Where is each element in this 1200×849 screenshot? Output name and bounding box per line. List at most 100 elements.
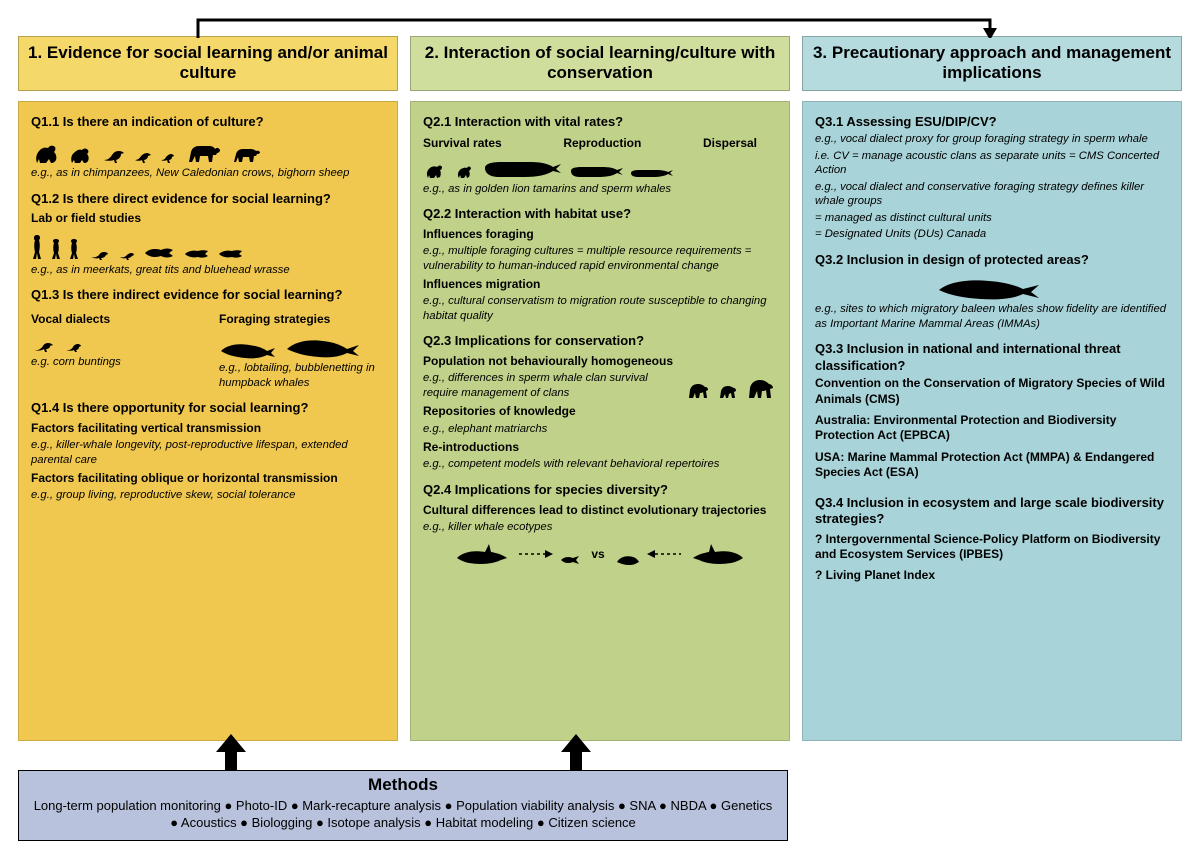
q33-title: Q3.3 Inclusion in national and internati… [815, 341, 1169, 374]
q21-s3: Dispersal [703, 136, 757, 151]
sperm-whale-icon [569, 164, 623, 180]
q23-sub1: Population not behaviourally homogeneous [423, 354, 777, 369]
vs-label: vs [591, 547, 604, 562]
sperm-whale-icon [483, 158, 563, 180]
sperm-whale-icon [629, 167, 673, 180]
col3-body: Q3.1 Assessing ESU/DIP/CV? e.g., vocal d… [802, 101, 1182, 741]
wrasse-icon [217, 247, 245, 261]
q23-sub3: Re-introductions [423, 440, 777, 455]
elephant-icon [745, 374, 777, 400]
q34-l2: ? Living Planet Index [815, 568, 1169, 583]
methods-title: Methods [31, 775, 775, 795]
elephant-icon [685, 378, 711, 400]
crow-icon [133, 144, 153, 164]
wrasse-icon [183, 247, 211, 261]
q22-sub1: Influences foraging [423, 227, 777, 242]
q24-ecotypes: vs [423, 542, 777, 566]
q21-silhouettes [423, 158, 777, 180]
meerkat-icon [31, 233, 45, 261]
dash-arrow-left-icon [647, 549, 683, 559]
col1-body: Q1.1 Is there an indication of culture? … [18, 101, 398, 741]
dash-arrow-right-icon [517, 549, 553, 559]
q33-l2: Australia: Environmental Protection and … [815, 413, 1169, 444]
q22-title: Q2.2 Interaction with habitat use? [423, 206, 777, 223]
chimp-icon [31, 138, 61, 164]
meerkat-icon [69, 237, 81, 261]
col1-header: 1. Evidence for social learning and/or a… [18, 36, 398, 91]
q21-s2: Reproduction [563, 136, 641, 151]
q13-right-sub: Foraging strategies [219, 312, 385, 327]
methods-arrows [18, 734, 788, 770]
q32-eg: e.g., sites to which migratory baleen wh… [815, 302, 1169, 331]
q23-sub2: Repositories of knowledge [423, 404, 777, 419]
q21-sub-row: Survival rates Reproduction Dispersal [423, 132, 777, 151]
methods-box: Methods Long-term population monitoring … [18, 770, 788, 841]
q23-title: Q2.3 Implications for conservation? [423, 333, 777, 350]
q31-l1: e.g., vocal dialect proxy for group fora… [815, 132, 1169, 146]
methods-section: Methods Long-term population monitoring … [18, 734, 788, 841]
column-1: 1. Evidence for social learning and/or a… [18, 36, 398, 741]
q33-l1: Convention on the Conservation of Migrat… [815, 376, 1169, 407]
q14-title: Q1.4 Is there opportunity for social lea… [31, 400, 385, 417]
humpback-whale-icon [219, 337, 279, 359]
great-tit-icon [87, 241, 111, 261]
q14-sub2: Factors facilitating oblique or horizont… [31, 471, 385, 486]
bunting-icon [31, 333, 57, 353]
q11-title: Q1.1 Is there an indication of culture? [31, 114, 385, 131]
q31-l4: = managed as distinct cultural units [815, 211, 1169, 225]
q13-right-silhouettes [219, 333, 385, 359]
q13-row: Vocal dialects e.g. corn buntings Foragi… [31, 308, 385, 390]
q31-l2: i.e. CV = manage acoustic clans as separ… [815, 149, 1169, 178]
q23-eg3: e.g., competent models with relevant beh… [423, 457, 777, 471]
chimp-icon [67, 140, 95, 164]
columns-container: 1. Evidence for social learning and/or a… [0, 0, 1200, 741]
q13-right-example: e.g., lobtailing, bubblenetting in humpb… [219, 361, 385, 390]
q32-title: Q3.2 Inclusion in design of protected ar… [815, 252, 1169, 269]
bighorn-sheep-icon [229, 140, 263, 164]
q21-title: Q2.1 Interaction with vital rates? [423, 114, 777, 131]
bighorn-sheep-icon [183, 136, 223, 164]
q13-left-silhouettes [31, 333, 197, 353]
up-arrow-icon [212, 734, 250, 770]
crow-icon [101, 140, 127, 164]
up-arrow-icon [557, 734, 595, 770]
q21-example: e.g., as in golden lion tamarins and spe… [423, 182, 777, 196]
q11-silhouettes [31, 136, 385, 164]
q33-l3: USA: Marine Mammal Protection Act (MMPA)… [815, 450, 1169, 481]
q34-l1: ? Intergovernmental Science-Policy Platf… [815, 532, 1169, 563]
q21-s1: Survival rates [423, 136, 502, 151]
column-3: 3. Precautionary approach and management… [802, 36, 1182, 741]
orca-icon [689, 542, 745, 566]
q12-sub: Lab or field studies [31, 211, 385, 226]
bunting-icon [63, 335, 85, 353]
tamarin-icon [455, 160, 477, 180]
q12-silhouettes [31, 233, 385, 261]
tamarin-icon [423, 158, 449, 180]
q24-sub: Cultural differences lead to distinct ev… [423, 503, 777, 518]
q14-eg1: e.g., killer-whale longevity, post-repro… [31, 438, 385, 467]
orca-icon [455, 542, 511, 566]
q32-silhouette [815, 274, 1169, 300]
seal-icon [615, 552, 641, 566]
elephant-icon [717, 381, 739, 400]
q34-title: Q3.4 Inclusion in ecosystem and large sc… [815, 495, 1169, 528]
q13-left-example: e.g. corn buntings [31, 355, 197, 369]
q12-example: e.g., as in meerkats, great tits and blu… [31, 263, 385, 277]
q11-example: e.g., as in chimpanzees, New Caledonian … [31, 166, 385, 180]
q22-eg1: e.g., multiple foraging cultures = multi… [423, 244, 777, 273]
q22-sub2: Influences migration [423, 277, 777, 292]
humpback-whale-icon [285, 333, 365, 359]
col3-header: 3. Precautionary approach and management… [802, 36, 1182, 91]
q23-eg2: e.g., elephant matriarchs [423, 422, 777, 436]
wrasse-icon [143, 245, 177, 261]
q13-left-sub: Vocal dialects [31, 312, 197, 327]
q14-sub1: Factors facilitating vertical transmissi… [31, 421, 385, 436]
col2-header: 2. Interaction of social learning/cultur… [410, 36, 790, 91]
q23-elephants [685, 374, 777, 400]
fish-icon [559, 554, 581, 566]
baleen-whale-icon [937, 274, 1047, 300]
q31-l5: = Designated Units (DUs) Canada [815, 227, 1169, 241]
q24-title: Q2.4 Implications for species diversity? [423, 482, 777, 499]
q23-eg1: e.g., differences in sperm whale clan su… [423, 371, 677, 400]
q13-title: Q1.3 Is there indirect evidence for soci… [31, 287, 385, 304]
